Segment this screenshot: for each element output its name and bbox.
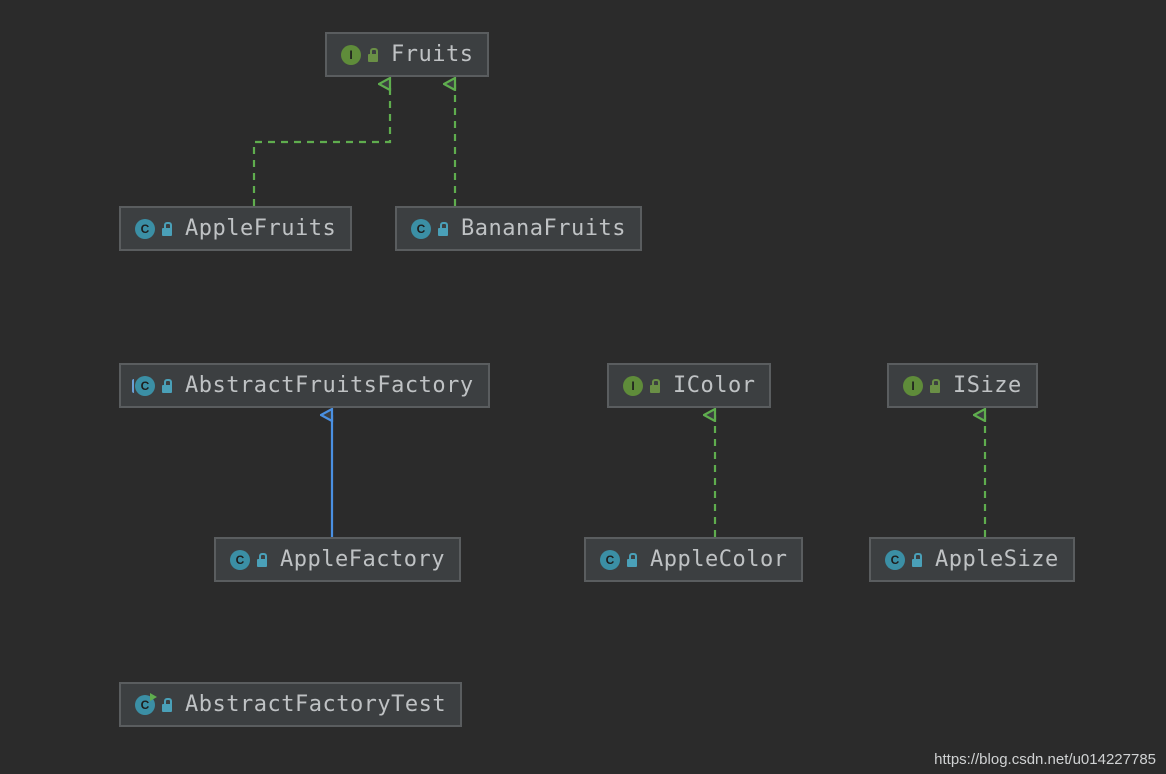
type-icon-group: I: [341, 45, 379, 65]
node-applecolor[interactable]: C AppleColor: [584, 537, 803, 582]
node-fruits[interactable]: I Fruits: [325, 32, 489, 77]
interface-badge-icon: I: [341, 45, 361, 65]
node-applefactory[interactable]: C AppleFactory: [214, 537, 461, 582]
node-label: AppleFactory: [280, 547, 445, 572]
edge-applefruits-to-fruits: [254, 84, 390, 206]
type-icon-group: C: [411, 219, 449, 239]
node-label: ISize: [953, 373, 1022, 398]
node-isize[interactable]: I ISize: [887, 363, 1038, 408]
lock-icon: [437, 222, 449, 236]
class-badge-icon: C: [600, 550, 620, 570]
class-badge-icon: C: [885, 550, 905, 570]
interface-badge-icon: I: [623, 376, 643, 396]
type-icon-group: I: [623, 376, 661, 396]
lock-icon: [161, 379, 173, 393]
node-label: AppleColor: [650, 547, 787, 572]
node-absfactory[interactable]: C AbstractFruitsFactory: [119, 363, 490, 408]
class-badge-icon: C: [135, 376, 155, 396]
type-icon-group: C: [885, 550, 923, 570]
lock-icon: [367, 48, 379, 62]
type-icon-group: C: [135, 376, 173, 396]
node-label: AppleSize: [935, 547, 1059, 572]
watermark: https://blog.csdn.net/u014227785: [934, 751, 1156, 768]
lock-icon: [256, 553, 268, 567]
node-label: IColor: [673, 373, 755, 398]
node-label: AbstractFactoryTest: [185, 692, 446, 717]
node-label: Fruits: [391, 42, 473, 67]
lock-icon: [161, 222, 173, 236]
type-icon-group: C: [600, 550, 638, 570]
diagram-canvas: https://blog.csdn.net/u014227785 I Fruits…: [0, 0, 1166, 774]
class-badge-icon: C: [135, 695, 155, 715]
lock-icon: [911, 553, 923, 567]
node-icolor[interactable]: I IColor: [607, 363, 771, 408]
type-icon-group: C: [230, 550, 268, 570]
node-applefruits[interactable]: C AppleFruits: [119, 206, 352, 251]
node-label: AppleFruits: [185, 216, 336, 241]
type-icon-group: C: [135, 219, 173, 239]
node-absfacttest[interactable]: C AbstractFactoryTest: [119, 682, 462, 727]
class-badge-icon: C: [230, 550, 250, 570]
type-icon-group: I: [903, 376, 941, 396]
node-label: AbstractFruitsFactory: [185, 373, 474, 398]
node-applesize[interactable]: C AppleSize: [869, 537, 1075, 582]
node-label: BananaFruits: [461, 216, 626, 241]
node-bananafruits[interactable]: C BananaFruits: [395, 206, 642, 251]
class-badge-icon: C: [411, 219, 431, 239]
lock-icon: [649, 379, 661, 393]
lock-icon: [929, 379, 941, 393]
class-badge-icon: C: [135, 219, 155, 239]
type-icon-group: C: [135, 695, 173, 715]
interface-badge-icon: I: [903, 376, 923, 396]
lock-icon: [161, 698, 173, 712]
lock-icon: [626, 553, 638, 567]
